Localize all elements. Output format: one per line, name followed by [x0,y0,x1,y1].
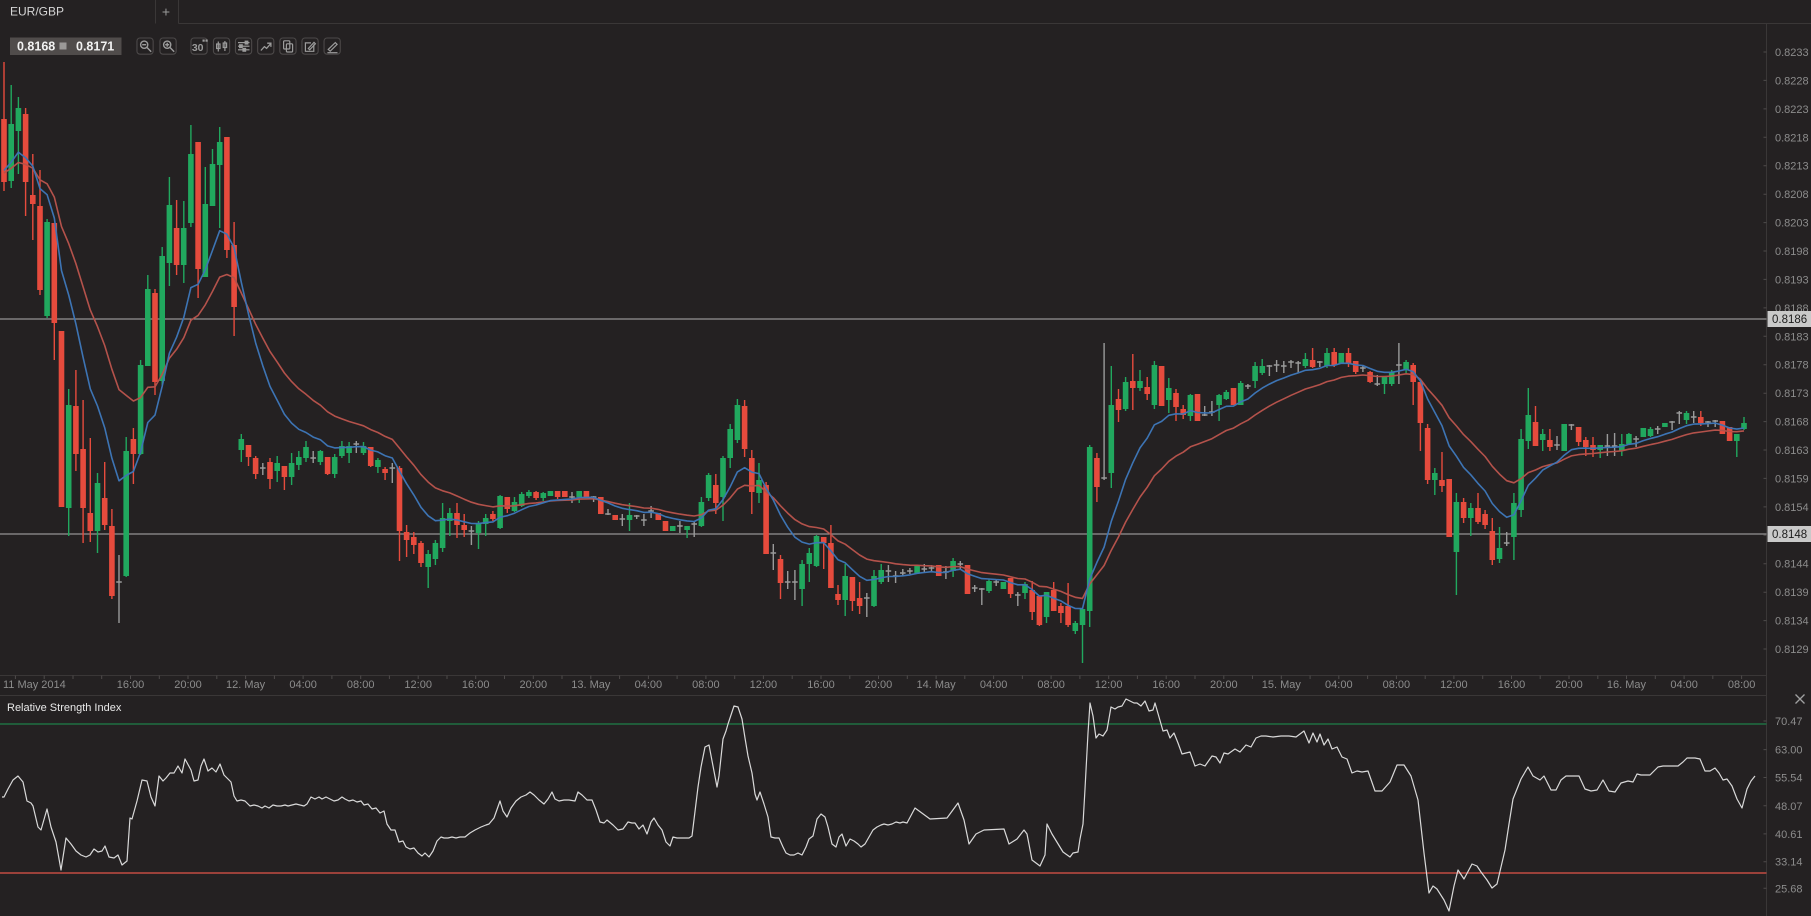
svg-text:0.8183: 0.8183 [1775,331,1809,343]
svg-text:04:00: 04:00 [980,679,1008,691]
svg-text:04:00: 04:00 [289,679,317,691]
svg-text:16:00: 16:00 [117,679,145,691]
svg-text:0.8134: 0.8134 [1775,616,1809,628]
svg-text:0.8168: 0.8168 [1775,417,1809,429]
svg-text:0.8213: 0.8213 [1775,161,1809,173]
svg-text:70.47: 70.47 [1775,716,1803,728]
svg-text:0.8171: 0.8171 [76,40,114,54]
svg-text:13. May: 13. May [571,679,611,691]
svg-text:0.8129: 0.8129 [1775,644,1809,656]
svg-text:0.8168: 0.8168 [17,40,55,54]
svg-text:20:00: 20:00 [1210,679,1238,691]
svg-text:0.8148: 0.8148 [1772,529,1807,541]
svg-text:0.8193: 0.8193 [1775,274,1809,286]
svg-text:Relative Strength Index: Relative Strength Index [7,702,122,714]
svg-text:16. May: 16. May [1607,679,1647,691]
svg-text:14. May: 14. May [917,679,957,691]
svg-text:40.61: 40.61 [1775,829,1803,841]
svg-text:0.8173: 0.8173 [1775,388,1809,400]
svg-text:63.00: 63.00 [1775,745,1803,757]
svg-text:15. May: 15. May [1262,679,1302,691]
svg-text:04:00: 04:00 [1325,679,1353,691]
svg-text:20:00: 20:00 [865,679,893,691]
svg-text:16:00: 16:00 [1152,679,1180,691]
svg-text:20:00: 20:00 [520,679,548,691]
svg-text:0.8233: 0.8233 [1775,47,1809,59]
svg-text:EUR/GBP: EUR/GBP [10,5,64,19]
svg-text:+: + [162,4,170,20]
svg-text:0.8203: 0.8203 [1775,218,1809,230]
svg-text:0.8139: 0.8139 [1775,587,1809,599]
svg-text:20:00: 20:00 [174,679,202,691]
svg-text:08:00: 08:00 [692,679,720,691]
svg-text:0.8228: 0.8228 [1775,75,1809,87]
svg-text:16:00: 16:00 [1498,679,1526,691]
svg-text:48.07: 48.07 [1775,801,1803,813]
svg-text:33.14: 33.14 [1775,857,1803,869]
svg-text:08:00: 08:00 [1728,679,1756,691]
svg-text:25.68: 25.68 [1775,883,1803,895]
svg-text:12. May: 12. May [226,679,266,691]
svg-text:12:00: 12:00 [750,679,778,691]
svg-text:0.8144: 0.8144 [1775,559,1809,571]
svg-text:0.8178: 0.8178 [1775,360,1809,372]
svg-text:12:00: 12:00 [1440,679,1468,691]
svg-text:08:00: 08:00 [1383,679,1411,691]
svg-text:0.8218: 0.8218 [1775,132,1809,144]
svg-text:55.54: 55.54 [1775,773,1803,785]
svg-text:08:00: 08:00 [1037,679,1065,691]
svg-text:0.8163: 0.8163 [1775,445,1809,457]
svg-text:12:00: 12:00 [1095,679,1123,691]
svg-text:30: 30 [192,42,204,54]
svg-text:0.8223: 0.8223 [1775,104,1809,116]
svg-text:0.8198: 0.8198 [1775,246,1809,258]
svg-text:20:00: 20:00 [1555,679,1583,691]
svg-text:16:00: 16:00 [462,679,490,691]
svg-text:12:00: 12:00 [404,679,432,691]
svg-text:11 May 2014: 11 May 2014 [3,679,66,691]
svg-text:0.8159: 0.8159 [1775,473,1809,485]
svg-text:0.8186: 0.8186 [1772,314,1807,326]
svg-text:04:00: 04:00 [635,679,663,691]
svg-text:04:00: 04:00 [1670,679,1698,691]
svg-text:16:00: 16:00 [807,679,835,691]
svg-text:08:00: 08:00 [347,679,375,691]
svg-text:0.8208: 0.8208 [1775,189,1809,201]
svg-text:0.8154: 0.8154 [1775,502,1809,514]
